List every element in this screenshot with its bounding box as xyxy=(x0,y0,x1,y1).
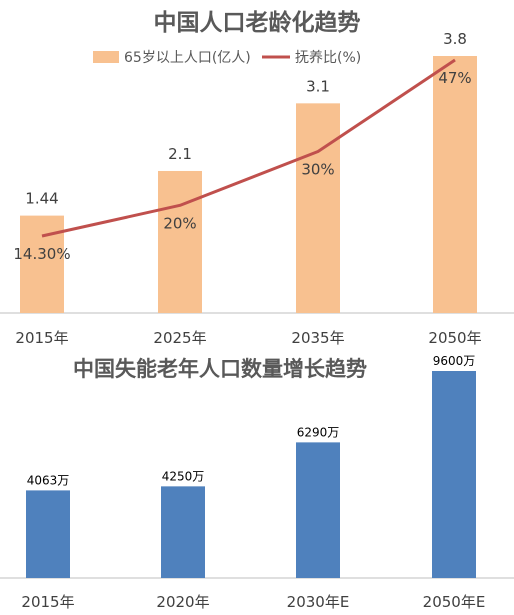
population-bar xyxy=(20,215,64,313)
dependency-ratio-line xyxy=(41,58,456,238)
disabled-elderly-bar xyxy=(432,371,476,578)
population-bar xyxy=(158,170,202,313)
population-value-label: 1.44 xyxy=(25,190,58,208)
legend-label-population: 65岁以上人口(亿人) xyxy=(124,50,251,66)
population-value-label: 2.1 xyxy=(168,145,192,163)
disabled-chart-title: 中国失能老年人口数量增长趋势 xyxy=(73,357,367,381)
x-tick-label: 2035年 xyxy=(291,329,344,347)
disabled-elderly-value-label: 4063万 xyxy=(27,473,70,487)
population-bar xyxy=(296,103,340,313)
x-tick-label: 2050年E xyxy=(423,593,486,611)
legend-label-dependency-ratio: 抚养比(%) xyxy=(295,50,361,66)
population-value-label: 3.1 xyxy=(306,77,330,95)
x-tick-label: 2030年E xyxy=(287,593,350,611)
x-tick-label: 2015年 xyxy=(21,593,74,611)
dependency-ratio-label: 47% xyxy=(438,69,471,87)
dependency-ratio-label: 30% xyxy=(301,161,334,179)
dependency-ratio-label: 14.30% xyxy=(13,245,70,263)
disabled-elderly-bar xyxy=(26,490,70,578)
disabled-elderly-chart: 中国失能老年人口数量增长趋势 4063万 4250万 6290万 9600万 2015… xyxy=(0,354,514,611)
population-value-label: 3.8 xyxy=(443,30,467,48)
population-bar xyxy=(433,56,477,313)
aging-trend-chart: 中国人口老龄化趋势 65岁以上人口(亿人) 抚养比(%) 1.44 2.1 3.1 3… xyxy=(0,9,514,347)
x-tick-label: 2020年 xyxy=(156,593,209,611)
disabled-elderly-bar xyxy=(161,486,205,578)
disabled-elderly-value-label: 4250万 xyxy=(162,469,205,483)
disabled-elderly-value-label: 9600万 xyxy=(433,354,476,368)
legend-swatch-bar xyxy=(93,51,119,63)
aging-chart-title: 中国人口老龄化趋势 xyxy=(154,9,361,36)
aging-legend: 65岁以上人口(亿人) 抚养比(%) xyxy=(93,50,361,66)
x-tick-label: 2050年 xyxy=(428,329,481,347)
disabled-elderly-bar xyxy=(296,442,340,578)
dependency-ratio-label: 20% xyxy=(163,214,196,232)
x-tick-label: 2015年 xyxy=(15,329,68,347)
disabled-elderly-value-label: 6290万 xyxy=(297,425,340,439)
x-tick-label: 2025年 xyxy=(153,329,206,347)
